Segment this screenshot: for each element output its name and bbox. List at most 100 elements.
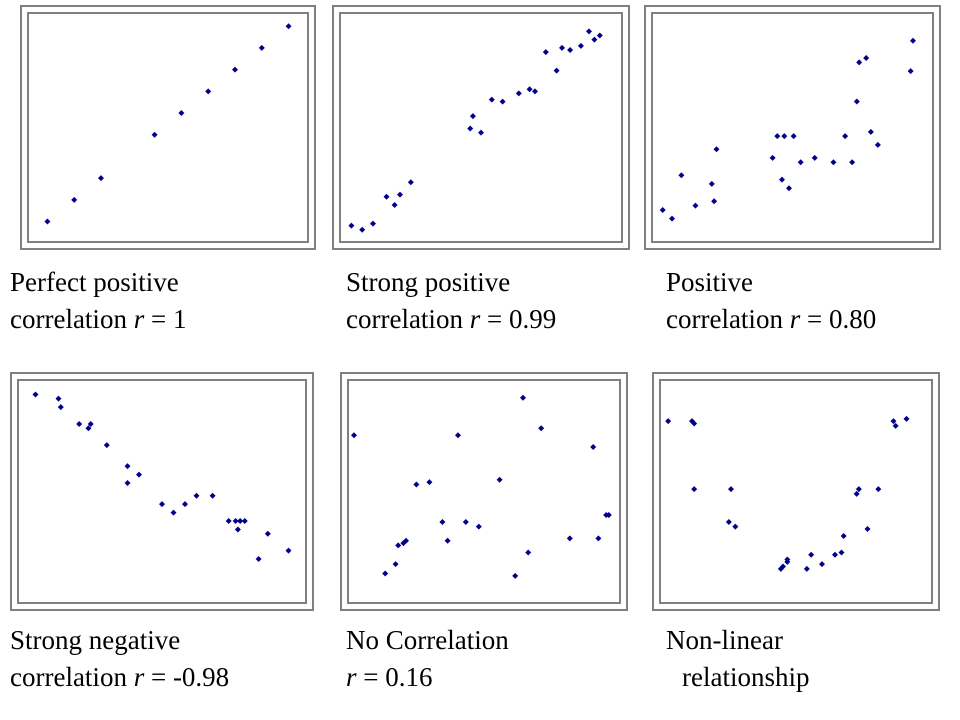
data-point bbox=[778, 176, 785, 183]
data-point bbox=[515, 90, 522, 97]
data-point bbox=[853, 98, 860, 105]
data-point bbox=[832, 551, 838, 558]
caption-line-2: correlation r = 0.99 bbox=[346, 301, 556, 338]
caption-strong-positive: Strong positive correlation r = 0.99 bbox=[346, 264, 556, 338]
caption-positive: Positive correlation r = 0.80 bbox=[666, 264, 876, 338]
data-point bbox=[525, 549, 532, 556]
scatter-plot-strong-positive bbox=[332, 5, 630, 250]
data-point bbox=[867, 128, 874, 135]
data-point bbox=[391, 202, 398, 208]
data-point bbox=[395, 542, 402, 549]
caption-prefix: correlation bbox=[666, 304, 790, 334]
scatter-plot-non-linear bbox=[652, 372, 940, 611]
data-point bbox=[151, 131, 158, 138]
data-point bbox=[849, 159, 856, 166]
chart-panel-perfect-positive bbox=[20, 5, 316, 250]
chart-panel-positive bbox=[644, 5, 941, 250]
data-point bbox=[711, 198, 718, 205]
data-point bbox=[205, 88, 212, 95]
data-point bbox=[692, 202, 699, 209]
scatter-plot-perfect-positive bbox=[20, 5, 316, 250]
data-point bbox=[520, 394, 526, 401]
caption-line-1: Perfect positive bbox=[10, 267, 179, 297]
data-point bbox=[182, 501, 188, 508]
data-point bbox=[665, 418, 672, 425]
caption-value: = -0.98 bbox=[144, 662, 230, 692]
data-point bbox=[803, 565, 810, 572]
data-point bbox=[496, 476, 503, 483]
data-point bbox=[400, 540, 407, 547]
data-point bbox=[258, 44, 265, 51]
data-point bbox=[669, 215, 676, 222]
data-point bbox=[567, 47, 574, 53]
chart-panel-non-linear bbox=[652, 372, 940, 611]
r-symbol: r bbox=[133, 304, 145, 334]
data-point bbox=[136, 471, 142, 478]
data-point bbox=[785, 185, 792, 192]
caption-value: = 1 bbox=[144, 304, 187, 334]
data-point bbox=[811, 154, 818, 161]
data-point bbox=[124, 480, 131, 487]
data-point bbox=[732, 523, 739, 530]
panel-outer-frame bbox=[652, 372, 940, 611]
caption-line-1: Strong negative bbox=[10, 625, 181, 655]
caption-line-2: correlation r = -0.98 bbox=[10, 659, 229, 696]
caption-line-1: Non-linear bbox=[666, 625, 783, 655]
data-point bbox=[526, 86, 533, 93]
data-point bbox=[237, 518, 244, 525]
data-point bbox=[407, 179, 414, 186]
data-point bbox=[478, 129, 484, 136]
data-point bbox=[439, 518, 446, 525]
caption-no-correlation: No Correlation r = 0.16 bbox=[346, 622, 509, 696]
data-point bbox=[76, 420, 83, 427]
data-point bbox=[769, 154, 776, 161]
data-point bbox=[864, 526, 871, 533]
data-point bbox=[348, 222, 355, 229]
data-point bbox=[469, 113, 476, 120]
data-point bbox=[225, 518, 232, 525]
r-symbol: r bbox=[789, 304, 801, 334]
data-point bbox=[863, 55, 870, 62]
data-point bbox=[691, 486, 698, 493]
data-point bbox=[383, 193, 390, 200]
data-point bbox=[784, 556, 791, 563]
data-point bbox=[209, 492, 216, 499]
data-point bbox=[577, 42, 584, 49]
caption-line-2: relationship bbox=[682, 662, 810, 692]
caption-non-linear: Non-linear relationship bbox=[666, 622, 809, 696]
caption-line-1: Positive bbox=[666, 267, 754, 297]
data-point bbox=[713, 146, 720, 153]
data-point bbox=[838, 549, 845, 556]
caption-line-2: correlation r = 0.80 bbox=[666, 301, 876, 338]
data-point bbox=[853, 490, 860, 497]
data-point bbox=[285, 23, 292, 30]
data-point bbox=[370, 220, 376, 227]
data-point bbox=[840, 533, 847, 540]
data-point bbox=[285, 547, 292, 554]
data-point bbox=[85, 425, 92, 432]
chart-panel-no-correlation bbox=[340, 372, 628, 611]
data-point bbox=[426, 479, 433, 486]
data-point bbox=[830, 159, 837, 166]
data-point bbox=[71, 196, 78, 203]
caption-line-1: No Correlation bbox=[346, 625, 509, 655]
data-point bbox=[909, 37, 916, 44]
caption-value: = 0.80 bbox=[800, 304, 877, 334]
data-point bbox=[124, 463, 131, 470]
data-point bbox=[532, 88, 538, 95]
caption-perfect-positive: Perfect positive correlation r = 1 bbox=[10, 264, 186, 338]
data-point bbox=[590, 443, 597, 450]
caption-line-2: r = 0.16 bbox=[346, 659, 509, 696]
caption-strong-negative: Strong negative correlation r = -0.98 bbox=[10, 622, 229, 696]
r-symbol: r bbox=[133, 662, 145, 692]
data-point bbox=[591, 36, 598, 43]
panel-outer-frame bbox=[332, 5, 630, 250]
data-point bbox=[382, 570, 389, 577]
data-point bbox=[892, 422, 899, 429]
data-point bbox=[797, 159, 804, 166]
data-point bbox=[678, 172, 685, 179]
data-point bbox=[780, 563, 786, 570]
caption-prefix: correlation bbox=[10, 662, 134, 692]
scatter-plot-no-correlation bbox=[340, 372, 628, 611]
caption-line-2: correlation r = 1 bbox=[10, 301, 186, 338]
